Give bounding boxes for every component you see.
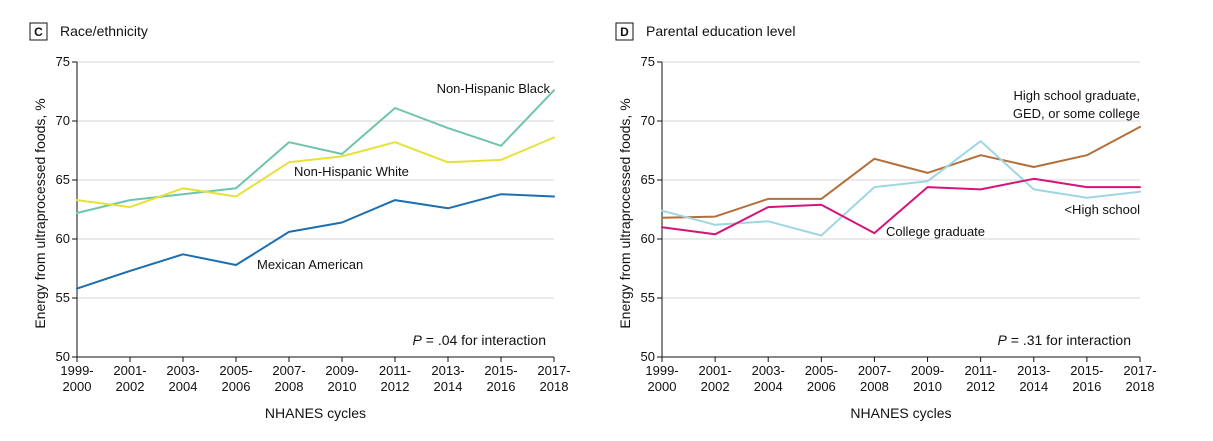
y-tick-label: 70 [641, 113, 655, 128]
x-tick-label-top: 2005- [805, 363, 838, 378]
series-line-high-school-graduate-ged-or-some-college [661, 125, 1141, 219]
panel-letter-box [29, 22, 48, 41]
x-tick-label-top: 2011- [965, 363, 997, 378]
x-tick-label-bottom: 2010 [913, 379, 942, 394]
p-value-text: = .31 for interaction [1007, 332, 1131, 348]
y-tick-label: 50 [56, 349, 70, 364]
y-tick-label: 75 [641, 54, 655, 69]
x-tick-label-top: 1999- [645, 363, 678, 378]
y-axis-label: Energy from ultraprocessed foods, % [32, 98, 48, 328]
x-tick-label-bottom: 2002 [701, 379, 730, 394]
chart-panel-c: C Race/ethnicity 50 55 60 65 70 75 1999-2000 2001… [29, 22, 571, 421]
y-tick-label: 60 [56, 231, 70, 246]
x-tick-label-top: 2013- [431, 363, 464, 378]
x-tick-label-top: 2013- [1017, 363, 1050, 378]
p-symbol: P [998, 332, 1008, 348]
x-tick-label-bottom: 2016 [1072, 379, 1101, 394]
series-line-non-hispanic-black [76, 89, 555, 214]
panel-letter: D [620, 25, 629, 39]
x-tick-label-top: 2007- [858, 363, 891, 378]
x-tick-label-bottom: 2014 [1019, 379, 1048, 394]
y-tick-label: 75 [56, 54, 70, 69]
x-tick-label-bottom: 2002 [116, 379, 145, 394]
x-tick-label-top: 2001- [698, 363, 731, 378]
interaction-p-value: P = .04 for interaction [413, 332, 546, 348]
x-tick-label-bottom: 2006 [807, 379, 836, 394]
series-label: Non-Hispanic Black [437, 81, 551, 96]
x-tick-label-top: 2015- [1070, 363, 1103, 378]
y-tick-label: 70 [56, 113, 70, 128]
interaction-p-value: P = .31 for interaction [998, 332, 1131, 348]
y-tick-label: 65 [56, 172, 70, 187]
x-tick-label-top: 2017- [537, 363, 570, 378]
chart-panel-d: D Parental education level 50 55 60 65 70 75 199… [615, 22, 1157, 421]
x-tick-label-bottom: 2008 [860, 379, 889, 394]
y-axis-label: Energy from ultraprocessed foods, % [617, 98, 633, 328]
x-tick-label-top: 2009- [325, 363, 358, 378]
x-tick-label-bottom: 2000 [648, 379, 677, 394]
x-tick-label-bottom: 2008 [275, 379, 304, 394]
x-tick-label-top: 2001- [113, 363, 146, 378]
p-symbol: P [413, 332, 423, 348]
series-label: Mexican American [257, 257, 363, 272]
y-tick-label: 55 [56, 290, 70, 305]
x-axis-label: NHANES cycles [265, 405, 366, 421]
x-tick-label-top: 2003- [166, 363, 199, 378]
x-tick-label-top: 2015- [484, 363, 517, 378]
p-value-text: = .04 for interaction [422, 332, 546, 348]
x-tick-label-bottom: 2000 [63, 379, 92, 394]
x-tick-label-top: 1999- [60, 363, 93, 378]
x-tick-label-top: 2003- [752, 363, 785, 378]
y-tick-label: 65 [641, 172, 655, 187]
series-line-mexican-american [76, 193, 555, 290]
x-tick-label-bottom: 2006 [222, 379, 251, 394]
y-tick-label: 50 [641, 349, 655, 364]
x-tick-label-bottom: 2004 [169, 379, 198, 394]
series-label: Non-Hispanic White [294, 164, 409, 179]
panel-letter: C [34, 25, 43, 39]
x-tick-label-top: 2007- [272, 363, 305, 378]
x-tick-label-top: 2009- [911, 363, 944, 378]
x-tick-label-bottom: 2018 [1126, 379, 1155, 394]
x-axis-label: NHANES cycles [850, 405, 951, 421]
series-line-high-school [661, 140, 1141, 237]
series-line-non-hispanic-white [76, 136, 555, 209]
series-line-college-graduate [661, 177, 1141, 236]
x-tick-label-bottom: 2012 [966, 379, 995, 394]
x-tick-label-top: 2011- [379, 363, 411, 378]
x-tick-label-bottom: 2018 [540, 379, 569, 394]
x-tick-label-bottom: 2016 [487, 379, 516, 394]
x-tick-label-bottom: 2010 [328, 379, 357, 394]
y-tick-label: 60 [641, 231, 655, 246]
y-tick-label: 55 [641, 290, 655, 305]
series-label: <High school [1064, 202, 1140, 217]
x-tick-label-bottom: 2014 [434, 379, 463, 394]
panel-title: Parental education level [646, 23, 795, 39]
x-tick-label-bottom: 2004 [754, 379, 783, 394]
x-tick-label-bottom: 2012 [381, 379, 410, 394]
series-label: GED, or some college [1013, 106, 1140, 121]
panel-letter-box [615, 22, 634, 41]
x-tick-label-top: 2017- [1123, 363, 1156, 378]
x-tick-label-top: 2005- [219, 363, 252, 378]
series-label: College graduate [886, 224, 985, 239]
series-label: High school graduate, [1014, 88, 1140, 103]
panel-title: Race/ethnicity [60, 23, 148, 39]
